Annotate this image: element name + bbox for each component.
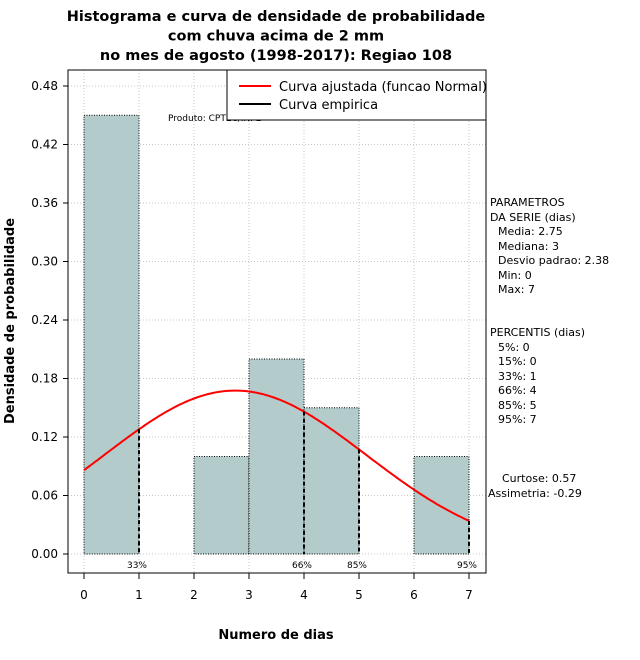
x-tick-label: 3 — [245, 588, 253, 602]
y-axis-title: Densidade de probabilidade — [3, 218, 18, 424]
legend-normal-label: Curva ajustada (funcao Normal) — [279, 80, 487, 95]
x-axis-title: Numero de dias — [218, 628, 334, 643]
y-tick-label: 0.00 — [31, 547, 58, 561]
stat-curtose: Curtose: 0.57 — [502, 472, 577, 485]
x-tick-label: 4 — [300, 588, 308, 602]
perc-33: 33%: 1 — [498, 369, 537, 383]
stat-media: Media: 2.75 — [498, 225, 563, 238]
perc-title: PERCENTIS (dias) — [490, 326, 586, 339]
normal-curve-line — [83, 389, 470, 522]
x-tick-label: 5 — [355, 588, 363, 602]
y-tick-label: 0.12 — [31, 430, 58, 444]
stat-max: Max: 7 — [498, 283, 535, 296]
histogram-bar — [248, 358, 305, 555]
y-tick-label: 0.06 — [31, 489, 58, 503]
x-tick-label: 2 — [190, 588, 198, 602]
histogram-bar — [413, 456, 470, 555]
series-parameters: PARAMETROS DA SERIE (dias) Media: 2.75 M… — [490, 196, 609, 298]
percentile-marker-label: 66% — [292, 561, 312, 571]
perc-66: 66%: 4 — [498, 384, 537, 397]
chart-title-line: com chuva acima de 2 mm — [168, 29, 384, 45]
stat-assimetria: Assimetria: -0.29 — [488, 486, 582, 500]
x-tick-label: 0 — [80, 588, 88, 602]
perc-85: 85%: 5 — [498, 398, 537, 412]
x-tick-label: 7 — [465, 588, 473, 602]
params-title-2: DA SERIE (dias) — [490, 210, 576, 224]
perc-5: 5%: 0 — [498, 340, 530, 354]
x-tick-label: 6 — [410, 588, 418, 602]
chart-title-line: no mes de agosto (1998-2017): Regiao 108 — [100, 48, 452, 64]
histogram-bar — [83, 114, 140, 555]
percentile-marker-label: 95% — [457, 561, 477, 571]
perc-15: 15%: 0 — [498, 355, 537, 368]
stat-desvio: Desvio padrao: 2.38 — [498, 254, 610, 267]
params-title-1: PARAMETROS — [490, 196, 565, 209]
histogram-bar — [303, 407, 360, 555]
perc-95: 95%: 7 — [498, 413, 537, 426]
legend-empirical-label: Curva empirica — [279, 98, 378, 113]
y-tick-label: 0.30 — [31, 255, 58, 269]
percentiles: PERCENTIS (dias) 5%: 0 15%: 0 33%: 1 66%… — [490, 326, 585, 428]
y-tick-label: 0.42 — [31, 138, 58, 152]
shape-stats: Curtose: 0.57 Assimetria: -0.29 — [488, 472, 582, 501]
histogram-bar — [193, 456, 250, 555]
y-tick-label: 0.24 — [31, 313, 58, 327]
percentile-marker-label: 33% — [127, 561, 147, 571]
y-tick-label: 0.18 — [31, 372, 58, 386]
stat-mediana: Mediana: 3 — [498, 239, 559, 253]
percentile-marker-label: 85% — [347, 561, 367, 571]
stat-min: Min: 0 — [498, 268, 532, 282]
y-tick-label: 0.48 — [31, 79, 58, 93]
chart-title-line: Histograma e curva de densidade de proba… — [67, 9, 486, 25]
y-tick-label: 0.36 — [31, 196, 58, 210]
credit-text: Produto: CPTEC/INPE — [168, 114, 262, 124]
legend-box — [226, 69, 487, 121]
x-tick-label: 1 — [135, 588, 143, 602]
